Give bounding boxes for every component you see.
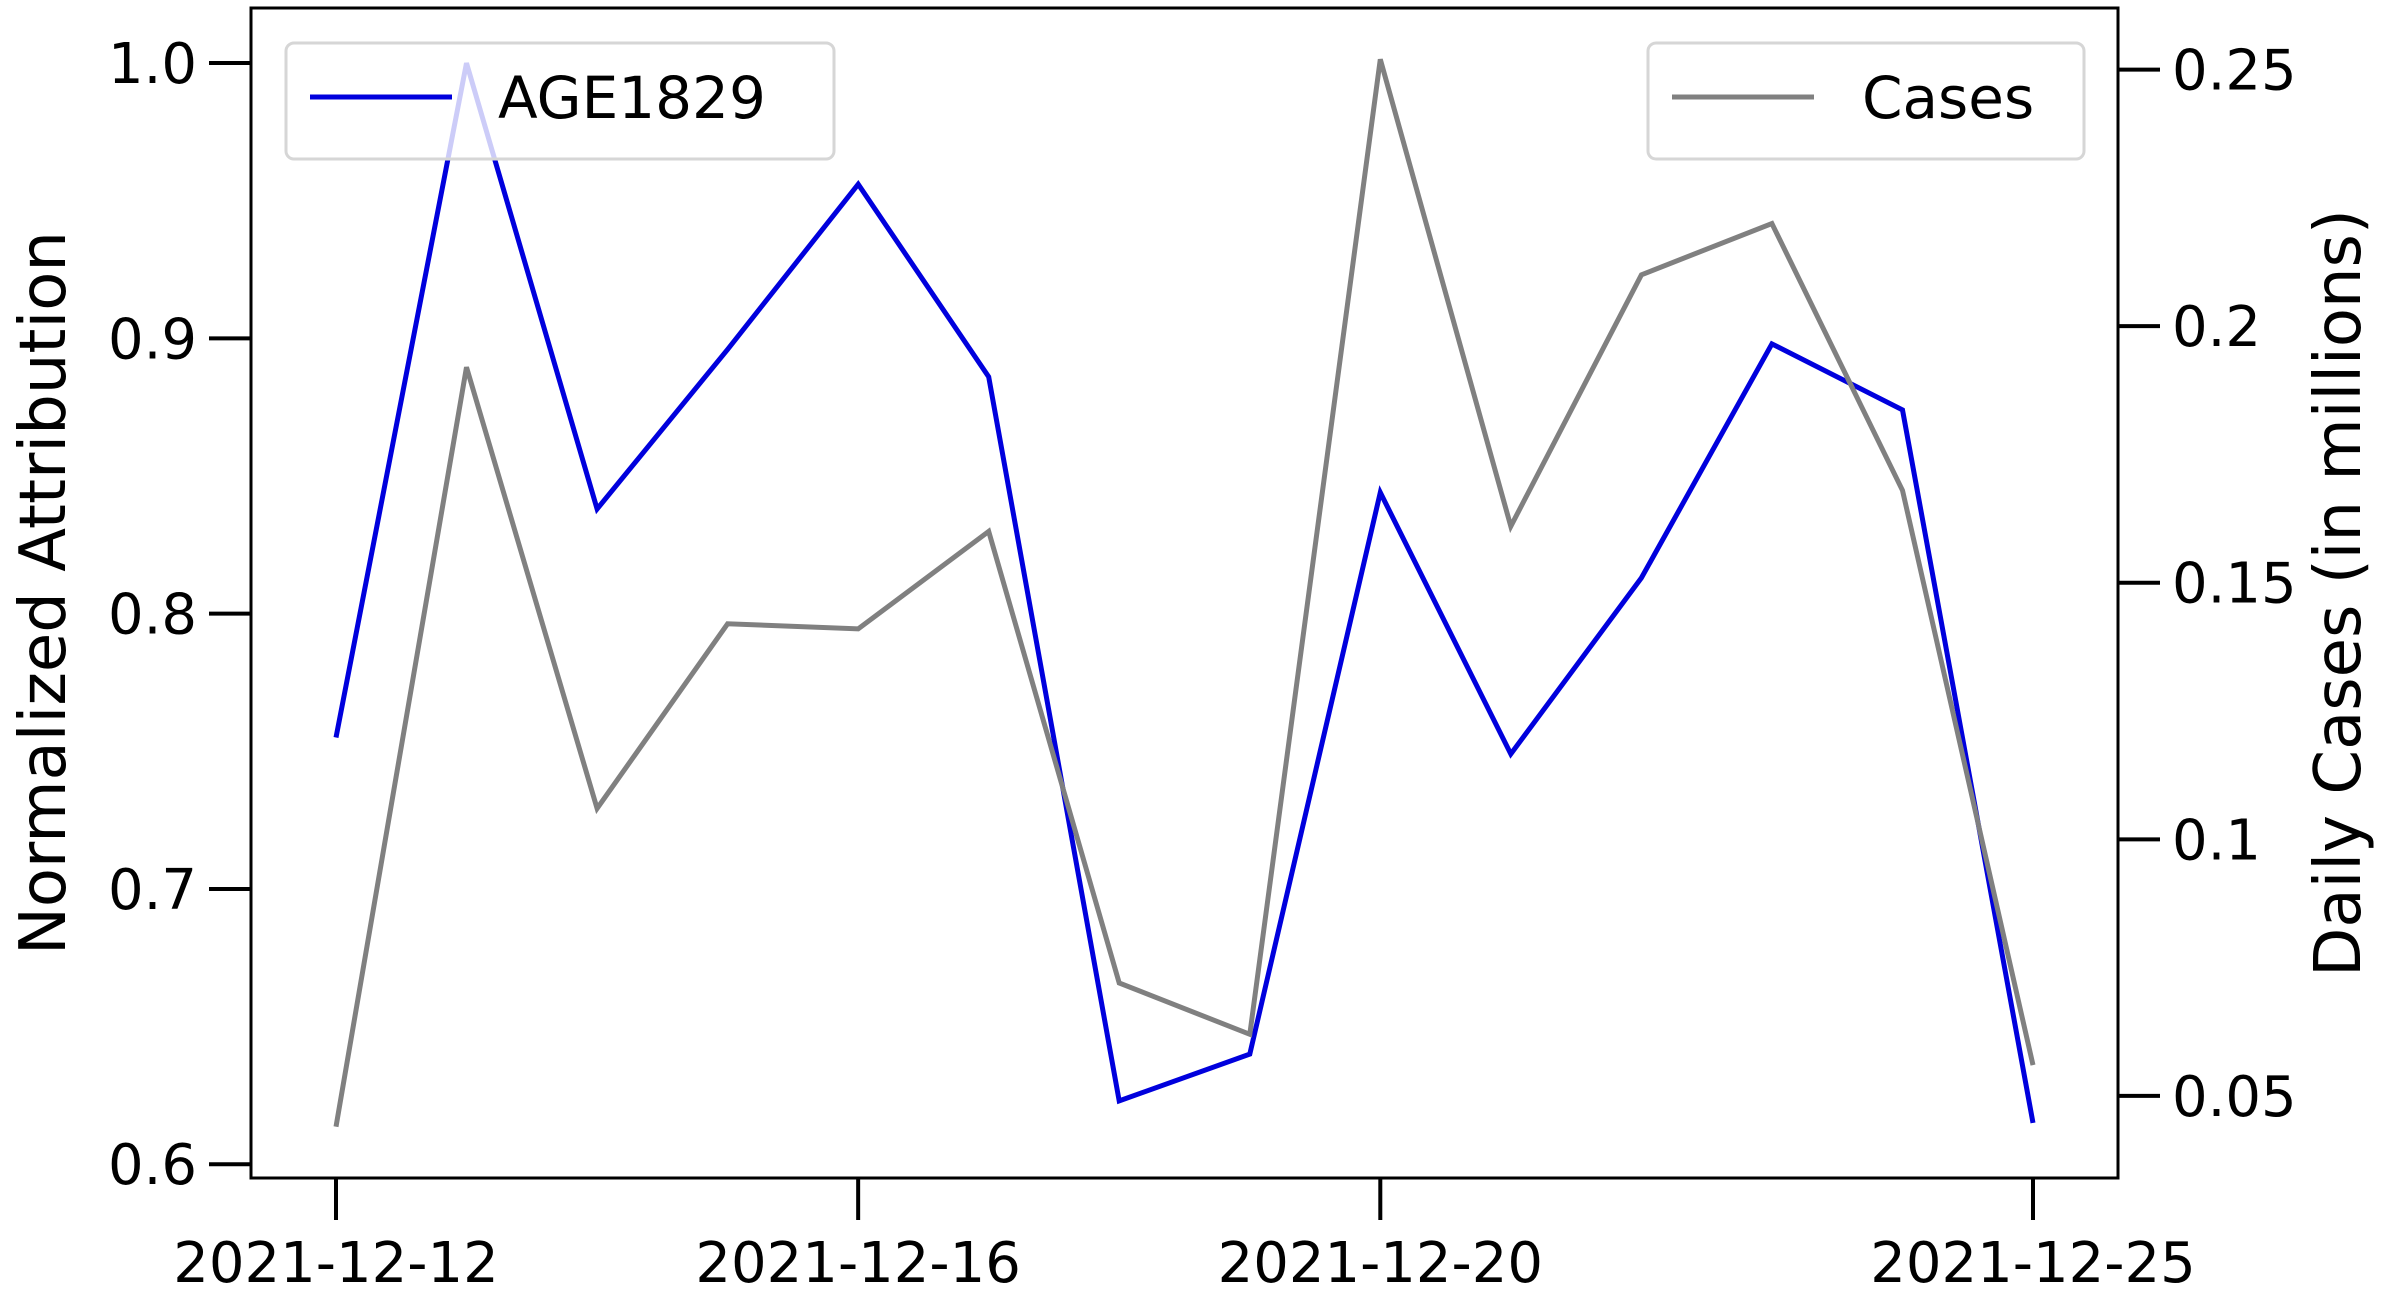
y-left-tick-label: 1.0	[108, 32, 197, 97]
series-line-age1829	[333, 62, 2036, 1124]
y-left-tick-label: 0.7	[108, 858, 197, 923]
y-right-tick-label: 0.1	[2172, 808, 2261, 873]
legend-right-box	[1646, 41, 2086, 161]
x-tick-label: 2021-12-25	[1870, 1231, 2195, 1296]
y-right-tick-label: 0.25	[2172, 39, 2297, 104]
legend-left-box	[284, 41, 836, 161]
axes-layer: 2021-12-12 2021-12-16 2021-12-20 2021-12-25…	[108, 32, 2297, 1296]
x-tick-label: 2021-12-12	[173, 1231, 498, 1296]
x-tick-label: 2021-12-16	[695, 1231, 1020, 1296]
legend-left: AGE1829	[284, 41, 836, 161]
y-left-tick-label: 0.9	[108, 307, 197, 372]
series-line-cases	[333, 58, 2036, 1128]
y-right-tick-label: 0.15	[2172, 552, 2297, 617]
y-left-axis-title: Normalized Attribution	[7, 231, 81, 955]
series-layer	[333, 58, 2036, 1128]
y-left-tick-label: 0.8	[108, 583, 197, 648]
legend-left-label: AGE1829	[498, 64, 766, 132]
y-left-tick-label: 0.6	[108, 1133, 197, 1198]
y-right-tick-label: 0.2	[2172, 295, 2261, 360]
legend-right-label: Cases	[1862, 64, 2034, 132]
x-tick-label: 2021-12-20	[1218, 1231, 1543, 1296]
y-right-axis-title: Daily Cases (in millions)	[2302, 209, 2376, 977]
plot-frame	[249, 6, 2120, 1180]
legend-right: Cases	[1646, 41, 2086, 161]
y-right-tick-label: 0.05	[2172, 1065, 2297, 1130]
